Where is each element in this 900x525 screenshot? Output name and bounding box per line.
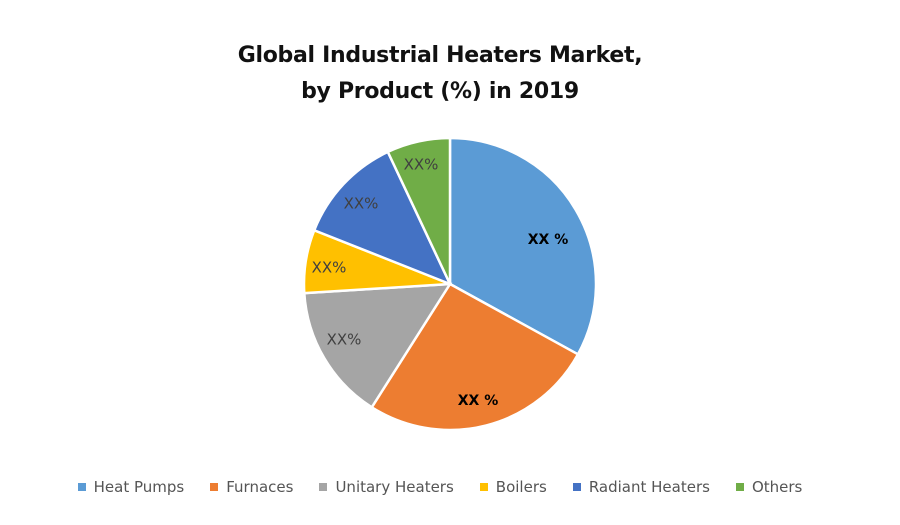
- chart-legend: Heat Pumps Furnaces Unitary Heaters Boilers…: [0, 478, 890, 496]
- legend-label: Others: [751, 478, 803, 496]
- chart-title-line-1: Global Industrial Heaters Market,: [237, 43, 643, 68]
- legend-item-unitary-heaters: Unitary Heaters: [319, 478, 454, 496]
- legend-label: Boilers: [495, 478, 547, 496]
- legend-label: Furnaces: [226, 478, 294, 496]
- legend-item-boilers: Boilers: [479, 478, 547, 496]
- data-label: XX %: [528, 232, 569, 248]
- legend-item-furnaces: Furnaces: [210, 478, 293, 496]
- data-label: XX%: [312, 259, 347, 277]
- pie-slice-others: [386, 136, 452, 285]
- legend-swatch: [210, 483, 219, 491]
- data-label: XX%: [404, 156, 439, 174]
- pie-slice-heat-pumps: [448, 136, 598, 357]
- pie-slice-unitary-heaters: [302, 282, 453, 409]
- chart-title-line-2: by Product (%) in 2019: [301, 79, 579, 104]
- legend-item-radiant-heaters: Radiant Heaters: [572, 478, 710, 496]
- legend-item-others: Others: [735, 478, 803, 496]
- legend-label: Radiant Heaters: [588, 478, 710, 496]
- legend-swatch: [735, 483, 744, 491]
- legend-item-heat-pumps: Heat Pumps: [77, 478, 185, 496]
- legend-swatch: [77, 483, 86, 491]
- pie-slice-furnaces: [370, 282, 580, 432]
- data-label: XX%: [344, 195, 379, 213]
- legend-label: Unitary Heaters: [335, 478, 454, 496]
- legend-label: Heat Pumps: [93, 478, 185, 496]
- data-label: XX%: [327, 331, 362, 349]
- legend-swatch: [572, 483, 581, 491]
- legend-swatch: [479, 483, 488, 491]
- pie-slice-radiant-heaters: [312, 150, 453, 287]
- legend-swatch: [319, 483, 328, 491]
- chart-title: Global Industrial Heaters Market, by Pro…: [0, 38, 880, 110]
- data-label: XX %: [458, 393, 499, 409]
